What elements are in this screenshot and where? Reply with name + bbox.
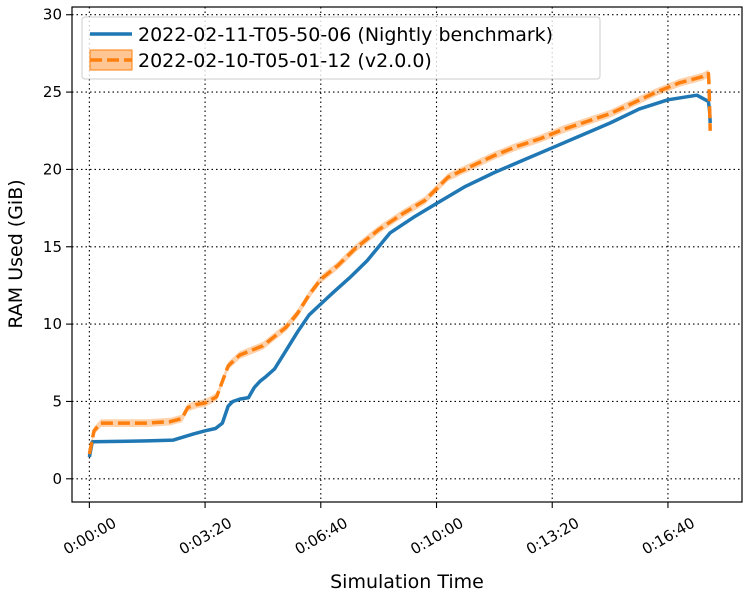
x-tick-label: 0:06:40: [292, 514, 351, 559]
y-axis-ticks: 0 5 10 15 20 25 30: [43, 6, 72, 488]
y-axis-label: RAM Used (GiB): [5, 179, 27, 328]
series-band-1: [89, 69, 711, 458]
x-tick-label: 0:03:20: [176, 514, 235, 559]
series-lines: [87, 69, 712, 458]
y-tick-label: 15: [43, 238, 62, 256]
x-tick-label: 0:10:00: [407, 514, 466, 559]
legend-frame: [81, 16, 601, 80]
x-tick-label: 0:00:00: [60, 514, 119, 559]
legend-label-nightly: 2022-02-11-T05-50-06 (Nightly benchmark): [138, 24, 553, 46]
series-line-0: [87, 93, 712, 458]
y-tick-label: 10: [43, 315, 62, 333]
x-axis-label: Simulation Time: [330, 571, 484, 593]
y-tick-label: 25: [43, 83, 62, 101]
series-line-1: [87, 71, 712, 455]
x-tick-label: 0:13:20: [523, 514, 582, 559]
y-tick-label: 5: [52, 392, 62, 410]
plot-frame: [71, 6, 743, 503]
y-tick-label: 20: [43, 160, 62, 178]
x-tick-label: 0:16:40: [639, 514, 698, 559]
x-axis-ticks: 0:00:00 0:03:20 0:06:40 0:10:00 0:13:20 0:16:…: [60, 502, 698, 558]
y-tick-label: 30: [43, 6, 62, 24]
legend-label-v2: 2022-02-10-T05-01-12 (v2.0.0): [138, 50, 432, 72]
legend: 2022-02-11-T05-50-06 (Nightly benchmark)…: [81, 16, 601, 80]
y-tick-label: 0: [52, 470, 62, 488]
grid-lines: [72, 7, 742, 502]
